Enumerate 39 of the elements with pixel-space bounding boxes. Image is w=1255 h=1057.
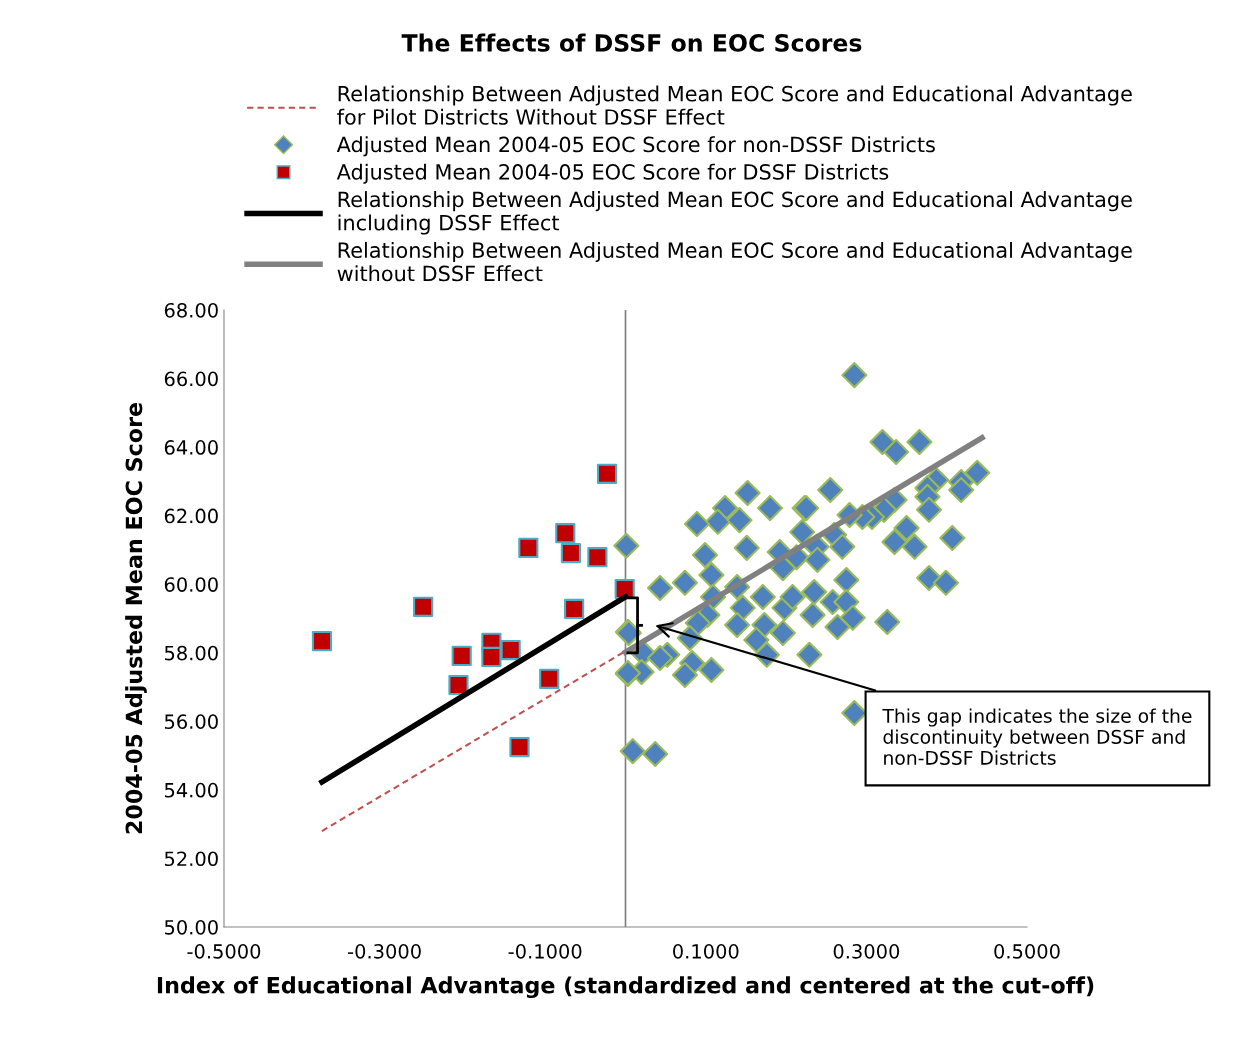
point (596, 463, 618, 484)
point (564, 598, 585, 619)
point (555, 523, 576, 544)
point (448, 674, 469, 696)
point (413, 596, 434, 617)
x-tick-label: -0.5000 (187, 944, 261, 959)
y-tick-label: 52.00 (164, 851, 218, 867)
y-axis-title: 2004-05 Adjusted Mean EOC Score (125, 402, 147, 834)
y-tick-label: 62.00 (164, 508, 218, 524)
point (539, 668, 560, 689)
y-tick-label: 56.00 (164, 714, 218, 729)
point (451, 645, 472, 666)
y-tick-label: 60.00 (164, 577, 218, 592)
annotation: This gap indicates the size of the discontinuity between DSSF and non-DSSF Districts (882, 708, 1192, 765)
x-tick-label: 0.3000 (833, 944, 900, 959)
point (311, 631, 333, 652)
point (518, 537, 539, 558)
point (481, 646, 502, 667)
x-axis-title: Index of Educational Advantage (standardized and centered at the cut-off) (157, 976, 1094, 999)
x-tick-label: 0.1000 (673, 944, 739, 959)
legend-label: Relationship Between Adjusted Mean EOC Score and Educational Advantage without DSSF Effect (337, 241, 1132, 282)
y-tick-label: 66.00 (164, 371, 218, 387)
y-tick-label: 54.00 (164, 782, 218, 798)
point (509, 736, 530, 758)
y-tick-label: 58.00 (164, 645, 218, 661)
point (500, 639, 521, 661)
x-tick-label: 0.5000 (994, 944, 1060, 959)
point (587, 547, 608, 568)
y-tick-label: 50.00 (164, 919, 218, 935)
y-tick-label: 68.00 (164, 302, 218, 318)
chart-title: The Effects of DSSF on EOC Scores (401, 33, 862, 52)
legend-label: Adjusted Mean 2004-05 EOC Score for non-DSSF Districts (336, 136, 935, 157)
legend-label: Relationship Between Adjusted Mean EOC Score and Educational Advantage including DSSF Effect (338, 191, 1132, 235)
point (560, 542, 581, 564)
legend-label: Adjusted Mean 2004-05 EOC Score for DSSF Districts (336, 163, 889, 184)
legend-label: Relationship Between Adjusted Mean EOC Score and Educational Advantage for Pilot Districts Without DSSF Effect (337, 85, 1132, 125)
y-tick-label: 64.00 (164, 440, 218, 455)
x-tick-label: -0.1000 (508, 944, 582, 959)
x-tick-label: -0.3000 (348, 944, 421, 959)
